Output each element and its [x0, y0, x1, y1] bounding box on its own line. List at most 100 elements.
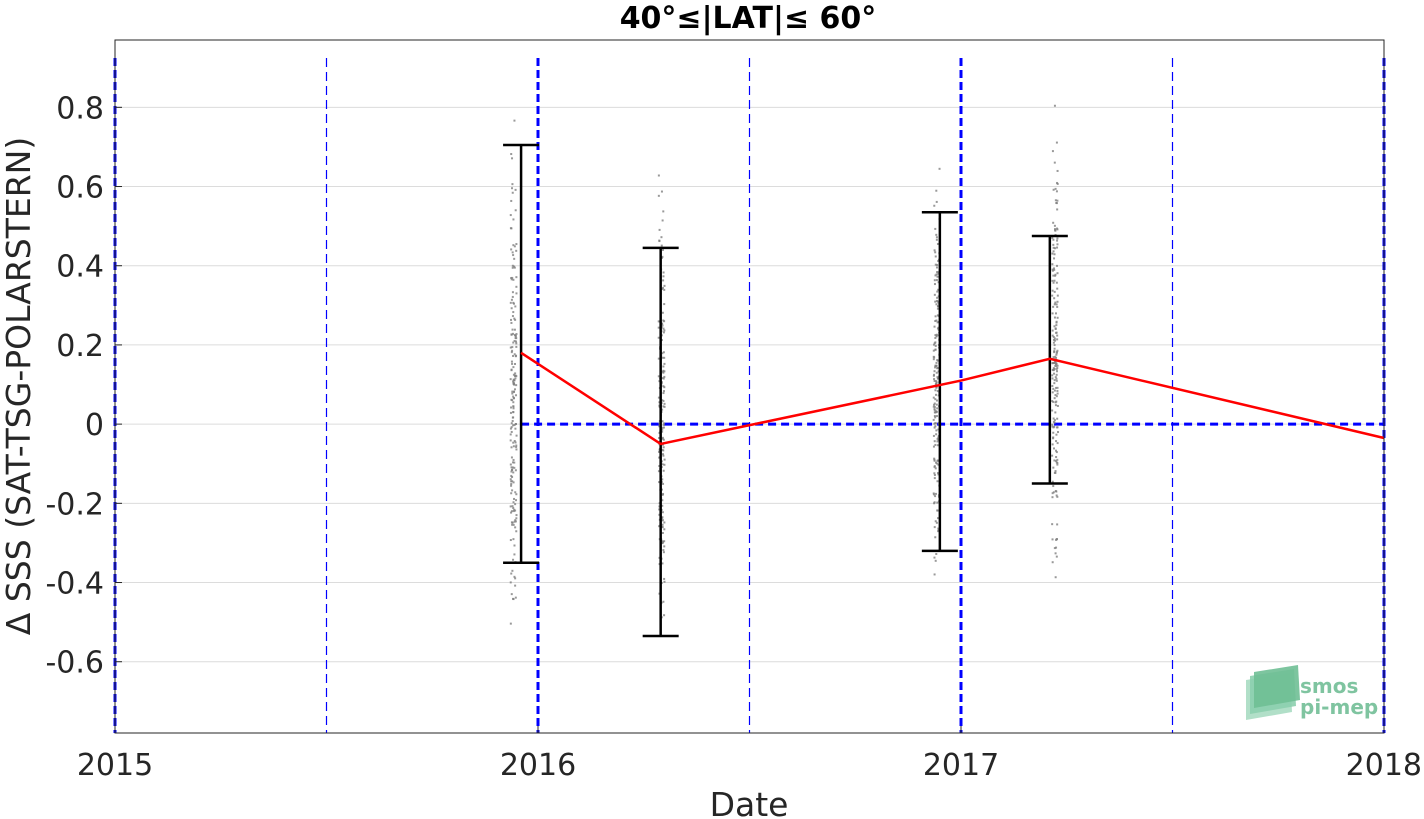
scatter-point	[510, 572, 513, 575]
reference-lines	[113, 58, 1386, 733]
scatter-point	[1053, 372, 1056, 375]
scatter-point	[1056, 169, 1059, 172]
scatter-point	[1056, 294, 1059, 297]
scatter-point	[933, 378, 936, 381]
scatter-point	[934, 389, 937, 392]
scatter-point	[662, 600, 665, 603]
scatter-point	[512, 523, 515, 526]
scatter-point	[509, 346, 512, 349]
scatter-point	[934, 336, 937, 339]
scatter-point	[934, 300, 937, 303]
scatter-point	[933, 415, 936, 418]
scatter-point	[662, 275, 665, 278]
scatter-point	[933, 556, 936, 559]
scatter-point	[1055, 362, 1058, 365]
y-tick-label: 0.8	[56, 91, 104, 126]
scatter-point	[510, 446, 513, 449]
scatter-point	[1056, 463, 1059, 466]
scatter-point	[1055, 449, 1058, 452]
scatter-point	[511, 266, 514, 269]
scatter-point	[1054, 327, 1057, 330]
scatter-point	[936, 444, 939, 447]
scatter-point	[1052, 431, 1055, 434]
x-tick-labels: 2015 2016 2017 2018	[77, 726, 1422, 783]
scatter-point	[514, 334, 517, 337]
scatter-point	[510, 466, 513, 469]
scatter-point	[937, 527, 940, 530]
scatter-point	[934, 334, 937, 337]
scatter-point	[936, 275, 939, 278]
scatter-point	[662, 405, 665, 408]
scatter-point	[935, 273, 938, 276]
scatter-point	[932, 349, 935, 352]
scatter-point	[935, 303, 938, 306]
scatter-point	[1051, 561, 1054, 564]
scatter-point	[661, 255, 664, 258]
scatter-point	[1053, 253, 1056, 256]
scatter-point	[1057, 431, 1060, 434]
scatter-point	[663, 521, 666, 524]
scatter-point	[511, 569, 514, 572]
scatter-point	[661, 356, 664, 359]
scatter-point	[512, 397, 515, 400]
scatter-point	[1056, 426, 1059, 429]
scatter-point	[510, 278, 513, 281]
scatter-point	[1056, 243, 1059, 246]
scatter-point	[661, 324, 664, 327]
scatter-point	[661, 499, 664, 502]
scatter-point	[511, 476, 514, 479]
scatter-point	[1051, 384, 1054, 387]
scatter-point	[510, 521, 513, 524]
scatter-point	[1053, 337, 1056, 340]
scatter-point	[933, 325, 936, 328]
scatter-point	[1052, 188, 1055, 191]
scatter-points	[509, 104, 1060, 625]
scatter-point	[511, 291, 514, 294]
scatter-point	[513, 390, 516, 393]
scatter-point	[511, 328, 514, 331]
scatter-point	[937, 377, 940, 380]
scatter-point	[511, 419, 514, 422]
scatter-point	[662, 351, 665, 354]
scatter-point	[662, 319, 665, 322]
scatter-point	[514, 596, 517, 599]
scatter-point	[662, 377, 665, 380]
scatter-point	[1056, 334, 1059, 337]
scatter-point	[934, 227, 937, 230]
scatter-point	[662, 469, 665, 472]
scatter-point	[511, 264, 514, 267]
scatter-point	[1054, 376, 1057, 379]
scatter-point	[512, 407, 515, 410]
scatter-point	[1052, 246, 1055, 249]
scatter-point	[1052, 447, 1055, 450]
scatter-point	[658, 380, 661, 383]
scatter-point	[661, 519, 664, 522]
scatter-point	[933, 457, 936, 460]
scatter-point	[512, 401, 515, 404]
scatter-point	[657, 470, 660, 473]
scatter-point	[1055, 368, 1058, 371]
scatter-point	[509, 505, 512, 508]
scatter-point	[514, 526, 517, 529]
scatter-point	[935, 553, 938, 556]
scatter-point	[1056, 417, 1059, 420]
logo-mark-icon	[1246, 665, 1300, 720]
scatter-point	[1051, 150, 1054, 153]
scatter-point	[511, 390, 514, 393]
scatter-point	[513, 461, 516, 464]
scatter-point	[661, 516, 664, 519]
scatter-point	[936, 300, 939, 303]
scatter-point	[933, 356, 936, 359]
scatter-point	[1053, 425, 1056, 428]
scatter-point	[661, 436, 664, 439]
scatter-point	[1052, 250, 1055, 253]
scatter-point	[1053, 351, 1056, 354]
scatter-point	[662, 426, 665, 429]
scatter-point	[510, 277, 513, 280]
scatter-point	[512, 218, 515, 221]
y-axis-label: Δ SSS (SAT-TSG-POLARSTERN)	[0, 137, 38, 635]
scatter-point	[1056, 404, 1059, 407]
scatter-point	[515, 384, 518, 387]
scatter-point	[1051, 294, 1054, 297]
scatter-point	[1051, 252, 1054, 255]
